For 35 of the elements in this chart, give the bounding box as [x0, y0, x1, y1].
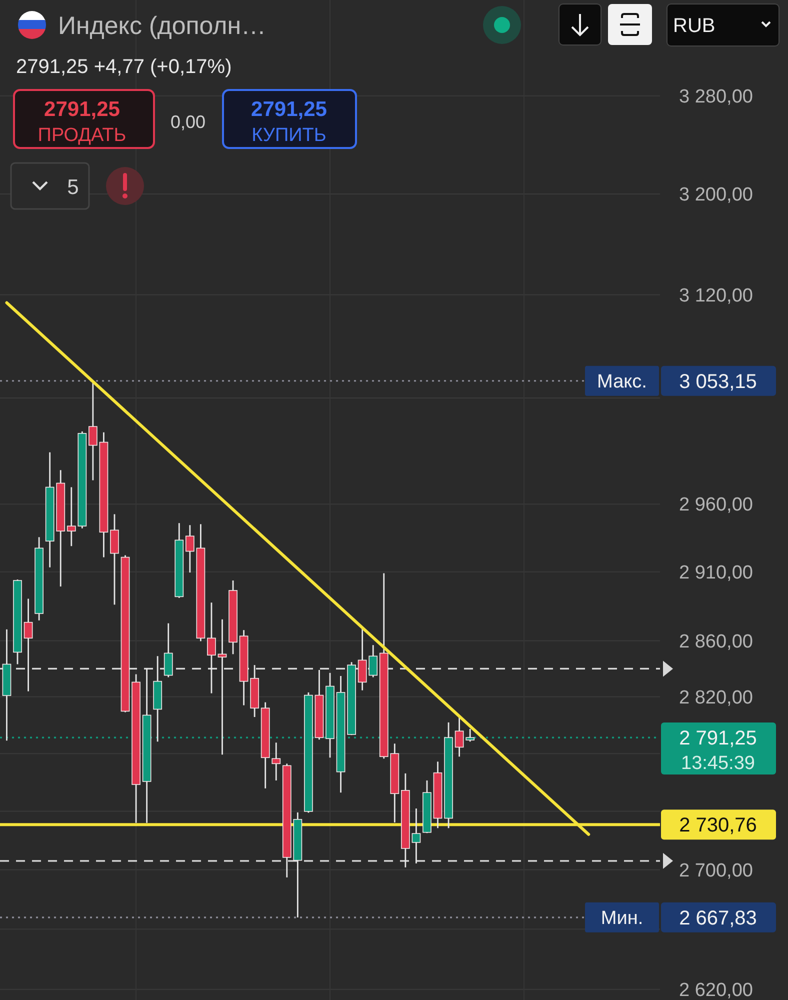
y-tick-label: 3 120,00: [679, 285, 753, 306]
candlestick: [185, 524, 194, 574]
ref-line-label: 3 053,15: [679, 370, 757, 393]
text: Индекс (дополн…: [58, 12, 266, 40]
y-tick-label: 2 860,00: [679, 631, 753, 652]
annotation: 2791,25: [44, 98, 120, 121]
candlestick: [272, 742, 281, 782]
annotation: ПРОДАТЬ: [38, 125, 126, 146]
ref-line-label: 2 730,76: [679, 814, 757, 837]
annotation: 0,00: [170, 112, 206, 132]
candlestick: [164, 622, 173, 678]
y-tick-label: 2 820,00: [679, 687, 753, 708]
candlestick: [24, 598, 33, 692]
y-tick-label: 3 280,00: [679, 86, 753, 108]
candlestick: [412, 808, 421, 864]
text: 2791,25 +4,77 (+0,17%): [16, 56, 232, 78]
text: 13:45:39: [681, 753, 755, 774]
ref-line-label: 2 667,83: [679, 907, 757, 930]
candlestick: [110, 513, 119, 606]
annotation: 5: [67, 176, 79, 199]
ref-line-label: 2 791,25: [679, 728, 757, 750]
text: RUB: [673, 15, 716, 37]
annotation: КУПИТЬ: [252, 125, 326, 146]
y-tick-label: 2 960,00: [679, 494, 753, 516]
candlestick: [207, 602, 216, 694]
y-tick-label: 2 700,00: [679, 860, 753, 882]
candlestick: [218, 618, 227, 756]
candlestick: [88, 380, 98, 481]
y-tick-label: 2 620,00: [679, 980, 753, 1000]
annotation: 2791,25: [251, 98, 328, 121]
y-tick-label: 2 910,00: [679, 562, 753, 584]
y-tick-label: 3 200,00: [679, 184, 753, 206]
annotation: Макс.: [597, 372, 647, 393]
annotation: Мин.: [600, 908, 644, 930]
candlestick: [454, 715, 464, 758]
